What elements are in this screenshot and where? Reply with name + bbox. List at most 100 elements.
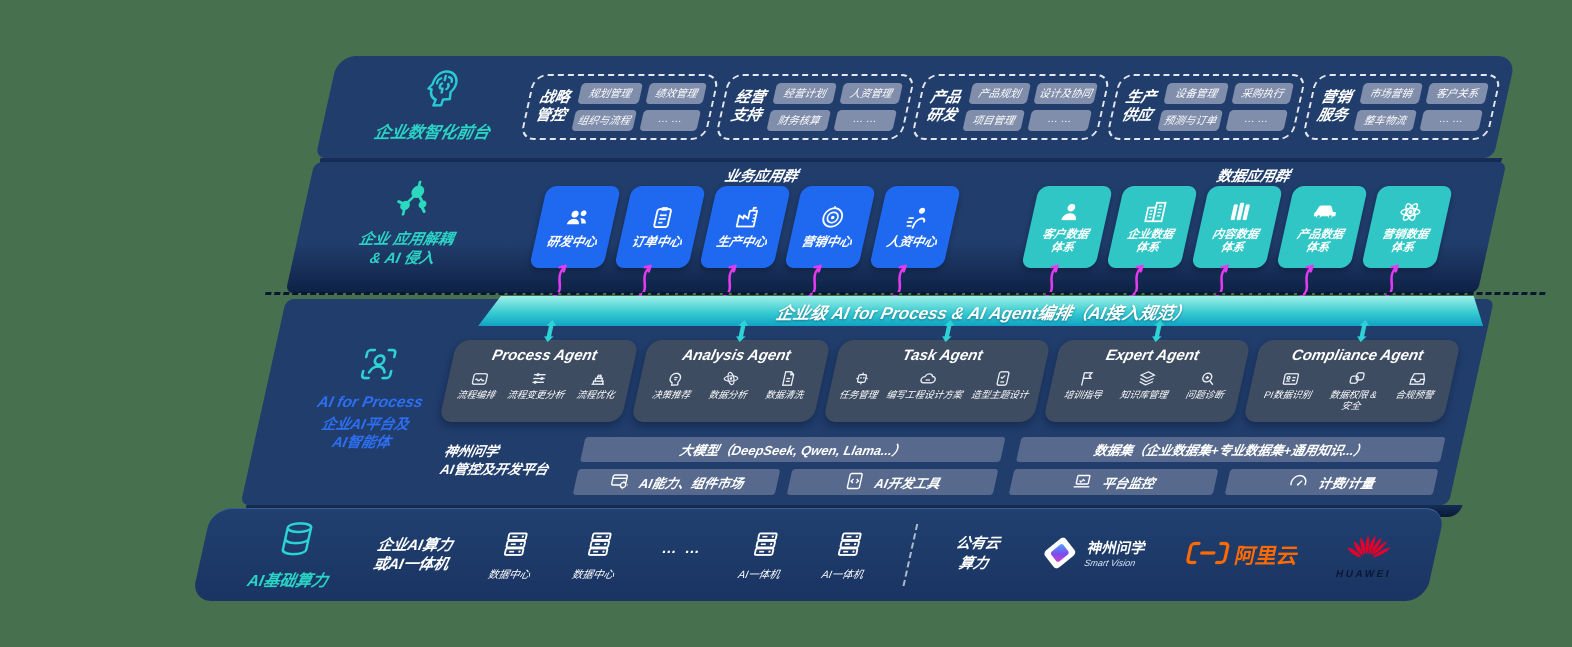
- cloud-design-icon: [916, 369, 939, 388]
- business-group-title: 业务应用群: [723, 169, 800, 185]
- tile-production-center: 生产中心: [699, 186, 792, 268]
- module-chip: 客户关系: [1425, 83, 1490, 104]
- agent-item: 编写工程设计方案: [885, 369, 968, 402]
- module-chip: … …: [1027, 110, 1093, 131]
- tile-hr-center: 人资中心: [869, 186, 962, 268]
- server-icon: [497, 529, 535, 564]
- atom-icon: [1395, 199, 1427, 225]
- infra-title: AI基础算力: [245, 573, 330, 590]
- group-name: 营销 服务: [1315, 89, 1354, 124]
- agent-box-task: Task Agent 任务管理 编写工程设计方案 造型主题设计: [822, 340, 1052, 422]
- agent-item: 决策推荐: [651, 369, 696, 402]
- aliyun-bracket-icon: [1183, 540, 1232, 571]
- car-icon: [1309, 199, 1343, 225]
- module-chip: 预测与订单: [1157, 110, 1223, 131]
- double-arrow-icon: [1152, 319, 1165, 343]
- agent-item: 流程优化: [575, 369, 620, 402]
- model-bar: 大模型（DeepSeek, Qwen, Llama...）: [579, 437, 1006, 462]
- agent-box-analysis: Analysis Agent 决策推荐 数据分析 数据清洗: [630, 340, 832, 422]
- billing-bar: 计费/计量: [1224, 469, 1439, 495]
- robot-icon: [850, 369, 873, 388]
- factory-icon: [731, 204, 764, 231]
- capability-market-bar: AI能力、组件市场: [572, 469, 781, 495]
- code-doc-icon: [842, 471, 867, 494]
- agent-item: 数据分析: [707, 369, 752, 402]
- module-chip: 项目管理: [962, 110, 1025, 131]
- devtools-bar: AI开发工具: [786, 469, 999, 495]
- tile-marketing-data: 营销数据 体系: [1361, 186, 1454, 268]
- node-ai-appliance: AI一体机: [737, 529, 790, 582]
- module-chip: … …: [638, 110, 702, 131]
- module-chip: 规划管理: [577, 83, 643, 104]
- clipboard-icon: [646, 204, 679, 231]
- group-name: 经营 支持: [729, 89, 768, 124]
- agent-item: 造型主题设计: [970, 369, 1034, 402]
- smartvision-diamond-icon: [1034, 533, 1084, 578]
- gauge-icon: [1286, 471, 1311, 494]
- connector-arrow: [636, 264, 652, 298]
- infra-label-block: AI基础算力: [245, 519, 341, 591]
- brain-icon: [413, 64, 470, 115]
- huawei-logo: HUAWEI: [1335, 531, 1401, 580]
- layers-icon: [1136, 369, 1159, 388]
- ai-platform-subtitle: 企业AI平台及 AI智能体: [319, 417, 411, 452]
- training-flag-icon: [1075, 369, 1098, 388]
- connector-arrow: [1383, 264, 1399, 298]
- component-market-icon: [607, 471, 632, 494]
- data-group-title: 数据应用群: [1215, 169, 1292, 185]
- module-chip: 经营计划: [772, 83, 837, 104]
- node-datacenter: 数据中心: [571, 529, 625, 582]
- id-card-icon: [1280, 369, 1303, 388]
- decision-head-icon: [663, 369, 686, 388]
- tile-order-center: 订单中心: [614, 186, 707, 268]
- tablet-check-icon: [992, 369, 1015, 388]
- infra-band: AI基础算力 企业AI算力 或AI一体机 数据中心 数据中心 … … AI一体机 …: [191, 508, 1446, 601]
- dataset-bar: 数据集（企业数据集+专业数据集+通用知识...）: [1015, 437, 1446, 462]
- module-chip: 采购执行: [1231, 83, 1294, 104]
- front-office-groups: 战略 管控 规划管理 绩效管理 组织与流程 … … 经营 支持 经营计划 人资管理 …: [515, 56, 1506, 158]
- database-icon: [271, 519, 321, 564]
- tile-product-data: 产品数据 体系: [1276, 186, 1369, 268]
- node-ai-appliance: AI一体机: [820, 529, 873, 582]
- agent-item: 数据权限 & 安全: [1326, 369, 1383, 413]
- group-name: 生产 供应: [1120, 89, 1158, 124]
- node-datacenter: 数据中心: [487, 529, 541, 582]
- app-data-band: 企业 应用解耦 & AI 侵入 业务应用群 研发中心 订单中心 生产中心: [285, 162, 1507, 293]
- tile-enterprise-data: 企业数据 体系: [1106, 186, 1199, 268]
- decouple-title: 企业 应用解耦 & AI 侵入: [357, 231, 456, 267]
- platform-label: 神州问学 AI管控及开发平台: [438, 444, 550, 478]
- agent-item: 知识库管理: [1119, 369, 1174, 402]
- agent-item: 培训指导: [1062, 369, 1107, 402]
- double-arrow-icon: [544, 319, 557, 343]
- huawei-petals-icon: [1344, 531, 1394, 568]
- ai-for-process-title: AI for Process: [315, 394, 425, 411]
- module-chip: 设备管理: [1163, 83, 1229, 104]
- module-chip: 产品规划: [968, 83, 1031, 104]
- module-chip: 人资管理: [838, 83, 903, 104]
- aliyun-logo: 阿里云: [1183, 540, 1302, 571]
- agent-row: Process Agent 流程编排 流程变更分析 流程优化: [438, 340, 1462, 422]
- group-product: 产品 研发 产品规划 设计及协同 项目管理 … …: [910, 74, 1112, 140]
- agent-box-expert: Expert Agent 培训指导 知识库管理 问题诊断: [1042, 340, 1252, 422]
- atom-mini-icon: [720, 369, 743, 388]
- agent-item: 合规预警: [1394, 369, 1439, 402]
- server-icon: [830, 529, 868, 564]
- decouple-label-block: 企业 应用解耦 & AI 侵入: [309, 178, 511, 269]
- agent-item: 流程变更分析: [506, 369, 570, 402]
- connector-arrow: [1298, 264, 1314, 298]
- module-chip: … …: [832, 110, 897, 131]
- module-chip: 市场营销: [1358, 83, 1423, 104]
- business-tiles: 研发中心 订单中心 生产中心 营销中心: [529, 186, 962, 268]
- connector-arrow: [1128, 264, 1144, 298]
- front-office-label-block: 企业数智化前台: [349, 64, 529, 143]
- target-icon: [816, 204, 849, 231]
- tile-customer-data: 客户数据 体系: [1021, 186, 1114, 268]
- person-icon: [1055, 199, 1087, 225]
- document-icon: [777, 369, 800, 388]
- connector-arrow: [891, 264, 907, 298]
- hr-person-icon: [901, 204, 934, 231]
- building-icon: [1140, 199, 1172, 225]
- module-chip: … …: [1225, 110, 1288, 131]
- smartvision-logo: 神州问学 Smart Vision: [1034, 533, 1149, 578]
- connector-arrow: [721, 264, 737, 298]
